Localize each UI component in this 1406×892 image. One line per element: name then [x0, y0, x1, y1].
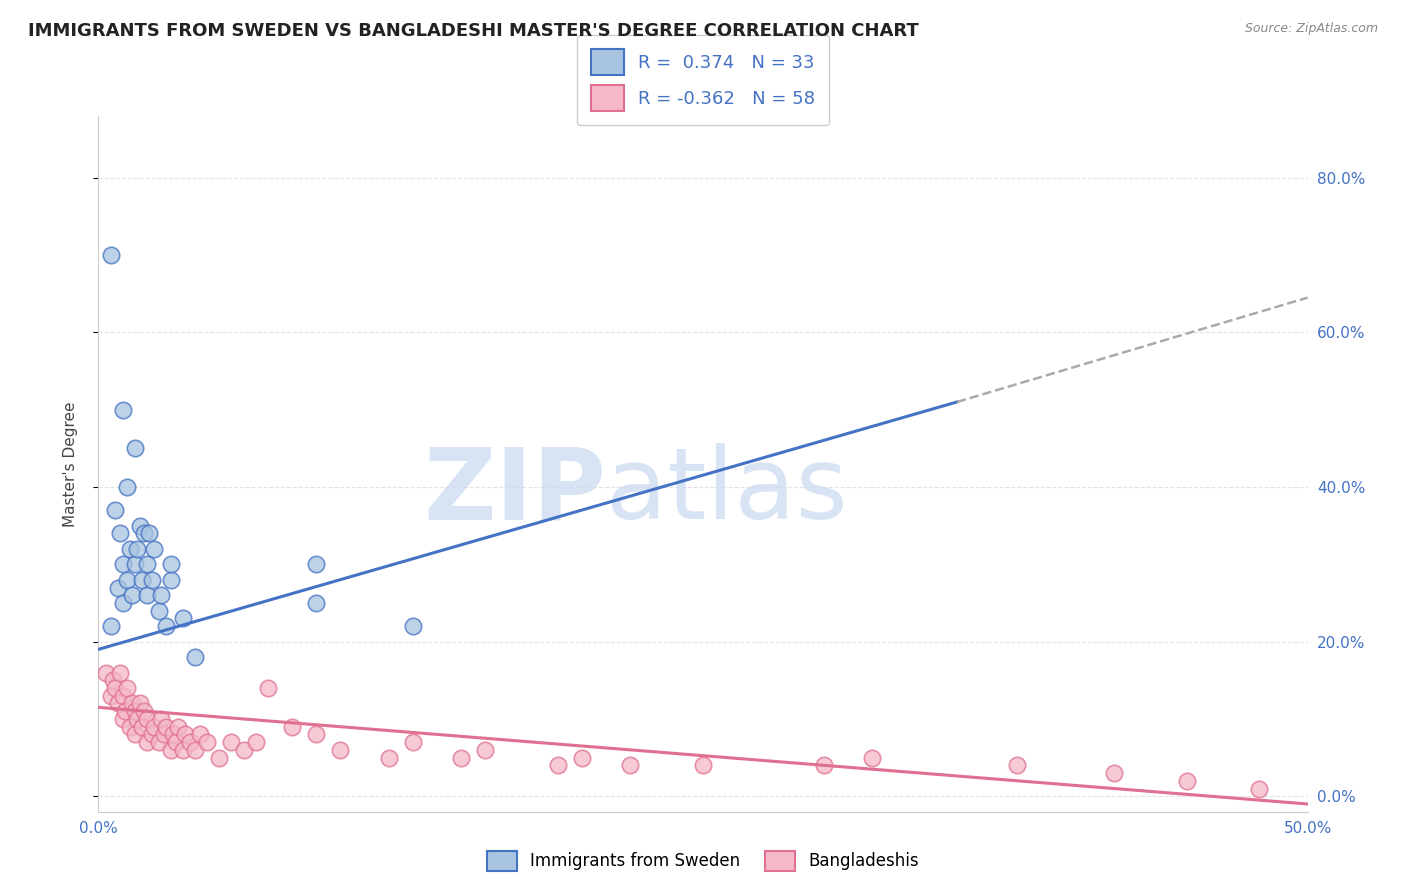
Point: [127, 712, 149, 726]
Legend: Immigrants from Sweden, Bangladeshis: Immigrants from Sweden, Bangladeshis: [478, 842, 928, 880]
Point: [134, 526, 156, 541]
Point: [402, 619, 425, 633]
Point: [135, 558, 157, 572]
Point: [150, 588, 173, 602]
Point: [208, 750, 231, 764]
Point: [150, 712, 173, 726]
Point: [121, 697, 143, 711]
Point: [121, 588, 143, 602]
Point: [131, 720, 153, 734]
Point: [188, 727, 211, 741]
Point: [245, 735, 267, 749]
Point: [305, 558, 328, 572]
Point: [135, 712, 157, 726]
Point: [179, 735, 201, 749]
Point: [860, 750, 883, 764]
Point: [1102, 766, 1125, 780]
Text: ZIP: ZIP: [423, 443, 606, 541]
Point: [111, 558, 134, 572]
Point: [174, 727, 197, 741]
Point: [141, 727, 163, 741]
Point: [108, 665, 131, 680]
Point: [547, 758, 569, 772]
Point: [124, 442, 146, 456]
Point: [450, 750, 472, 764]
Point: [160, 743, 183, 757]
Point: [172, 611, 194, 625]
Point: [108, 526, 131, 541]
Point: [155, 720, 177, 734]
Text: IMMIGRANTS FROM SWEDEN VS BANGLADESHI MASTER'S DEGREE CORRELATION CHART: IMMIGRANTS FROM SWEDEN VS BANGLADESHI MA…: [28, 22, 920, 40]
Point: [111, 402, 134, 417]
Point: [162, 727, 184, 741]
Point: [118, 720, 141, 734]
Point: [305, 727, 328, 741]
Point: [148, 735, 170, 749]
Point: [474, 743, 496, 757]
Point: [100, 619, 122, 633]
Point: [124, 727, 146, 741]
Point: [104, 503, 127, 517]
Point: [167, 720, 190, 734]
Point: [111, 689, 134, 703]
Point: [155, 619, 177, 633]
Point: [111, 596, 134, 610]
Point: [100, 248, 122, 262]
Point: [1175, 773, 1198, 788]
Point: [128, 518, 150, 533]
Point: [100, 689, 122, 703]
Point: [111, 712, 134, 726]
Point: [143, 541, 166, 556]
Point: [107, 697, 129, 711]
Point: [135, 735, 157, 749]
Point: [148, 604, 170, 618]
Point: [104, 681, 127, 695]
Point: [402, 735, 425, 749]
Point: [232, 743, 254, 757]
Point: [1249, 781, 1271, 796]
Point: [124, 704, 146, 718]
Text: atlas: atlas: [606, 443, 848, 541]
Y-axis label: Master's Degree: Master's Degree: [63, 401, 77, 526]
Point: [141, 573, 163, 587]
Point: [184, 743, 207, 757]
Point: [1007, 758, 1029, 772]
Point: [118, 541, 141, 556]
Point: [131, 573, 153, 587]
Point: [138, 526, 160, 541]
Point: [117, 480, 139, 494]
Point: [94, 665, 117, 680]
Point: [305, 596, 328, 610]
Point: [377, 750, 399, 764]
Point: [114, 704, 136, 718]
Legend: R =  0.374   N = 33, R = -0.362   N = 58: R = 0.374 N = 33, R = -0.362 N = 58: [576, 35, 830, 126]
Point: [221, 735, 243, 749]
Text: Source: ZipAtlas.com: Source: ZipAtlas.com: [1244, 22, 1378, 36]
Point: [101, 673, 124, 688]
Point: [134, 704, 156, 718]
Point: [172, 743, 194, 757]
Point: [128, 697, 150, 711]
Point: [619, 758, 641, 772]
Point: [195, 735, 218, 749]
Point: [165, 735, 187, 749]
Point: [256, 681, 278, 695]
Point: [152, 727, 174, 741]
Point: [160, 558, 183, 572]
Point: [692, 758, 714, 772]
Point: [117, 573, 139, 587]
Point: [124, 558, 146, 572]
Point: [329, 743, 352, 757]
Point: [117, 681, 139, 695]
Point: [160, 573, 183, 587]
Point: [281, 720, 304, 734]
Point: [135, 588, 157, 602]
Point: [107, 581, 129, 595]
Point: [143, 720, 166, 734]
Point: [571, 750, 593, 764]
Point: [184, 650, 207, 665]
Point: [813, 758, 835, 772]
Point: [127, 541, 149, 556]
